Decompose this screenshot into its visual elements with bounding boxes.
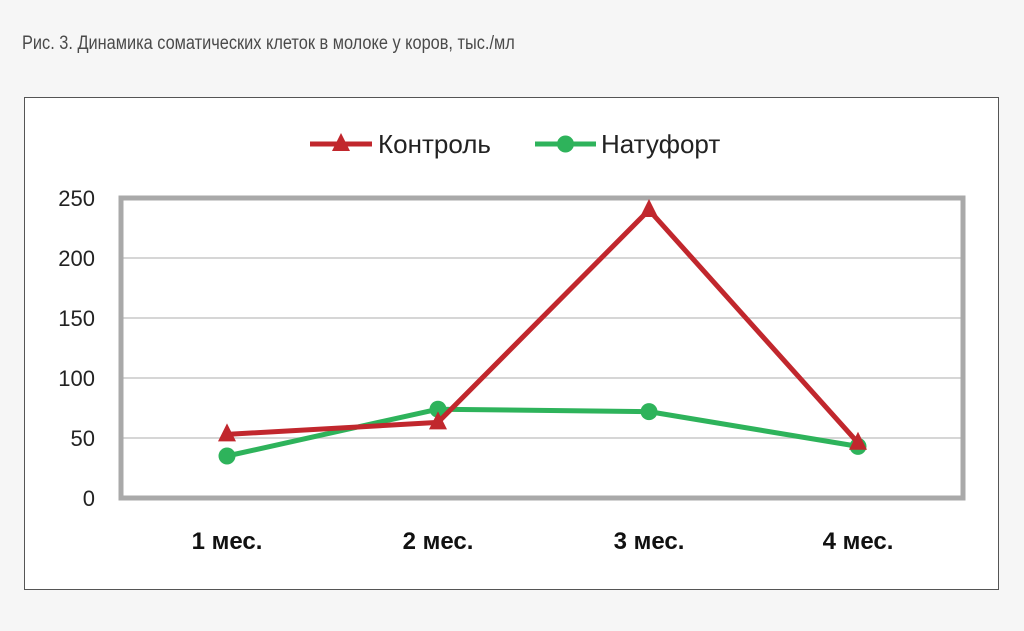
legend-item: Контроль: [310, 129, 491, 159]
legend-label: Натуфорт: [601, 129, 720, 159]
y-tick-label: 0: [83, 486, 95, 511]
y-tick-label: 100: [58, 366, 95, 391]
legend-label: Контроль: [378, 129, 491, 159]
y-tick-label: 250: [58, 186, 95, 211]
legend: Контроль Натуфорт: [310, 129, 720, 159]
x-category-label: 3 мес.: [614, 528, 685, 555]
legend-item: Натуфорт: [535, 129, 720, 159]
series-lines: [218, 199, 867, 465]
legend-marker: [557, 135, 574, 153]
legend-marker: [332, 133, 350, 151]
plot-area-border: [118, 195, 966, 501]
x-category-label: 1 мес.: [192, 528, 263, 555]
x-category-label: 2 мес.: [403, 528, 474, 555]
series-line: [226, 406, 859, 459]
series-natufort: [218, 400, 867, 465]
y-tick-label: 50: [71, 426, 95, 451]
series-control: [218, 199, 867, 450]
chart-frame: 0 50 100 150 200 250 1 мес. 2 мес. 3 мес. 4 мес.…: [24, 97, 999, 590]
x-axis-ticks: 1 мес. 2 мес. 3 мес. 4 мес.: [192, 528, 894, 555]
y-axis-ticks: 0 50 100 150 200 250: [58, 186, 95, 511]
data-point-marker: [218, 423, 236, 442]
y-tick-label: 200: [58, 246, 95, 271]
data-point-marker: [849, 431, 867, 450]
line-chart: 0 50 100 150 200 250 1 мес. 2 мес. 3 мес. 4 мес.…: [58, 129, 966, 555]
y-tick-label: 150: [58, 306, 95, 331]
data-point-marker: [429, 400, 447, 418]
series-line: [226, 207, 860, 445]
data-point-marker: [640, 403, 658, 421]
figure-caption: Рис. 3. Динамика соматических клеток в м…: [22, 33, 515, 54]
data-point-marker: [429, 411, 447, 430]
data-point-marker: [218, 447, 236, 465]
data-point-marker: [640, 199, 658, 217]
x-category-label: 4 мес.: [823, 528, 894, 555]
